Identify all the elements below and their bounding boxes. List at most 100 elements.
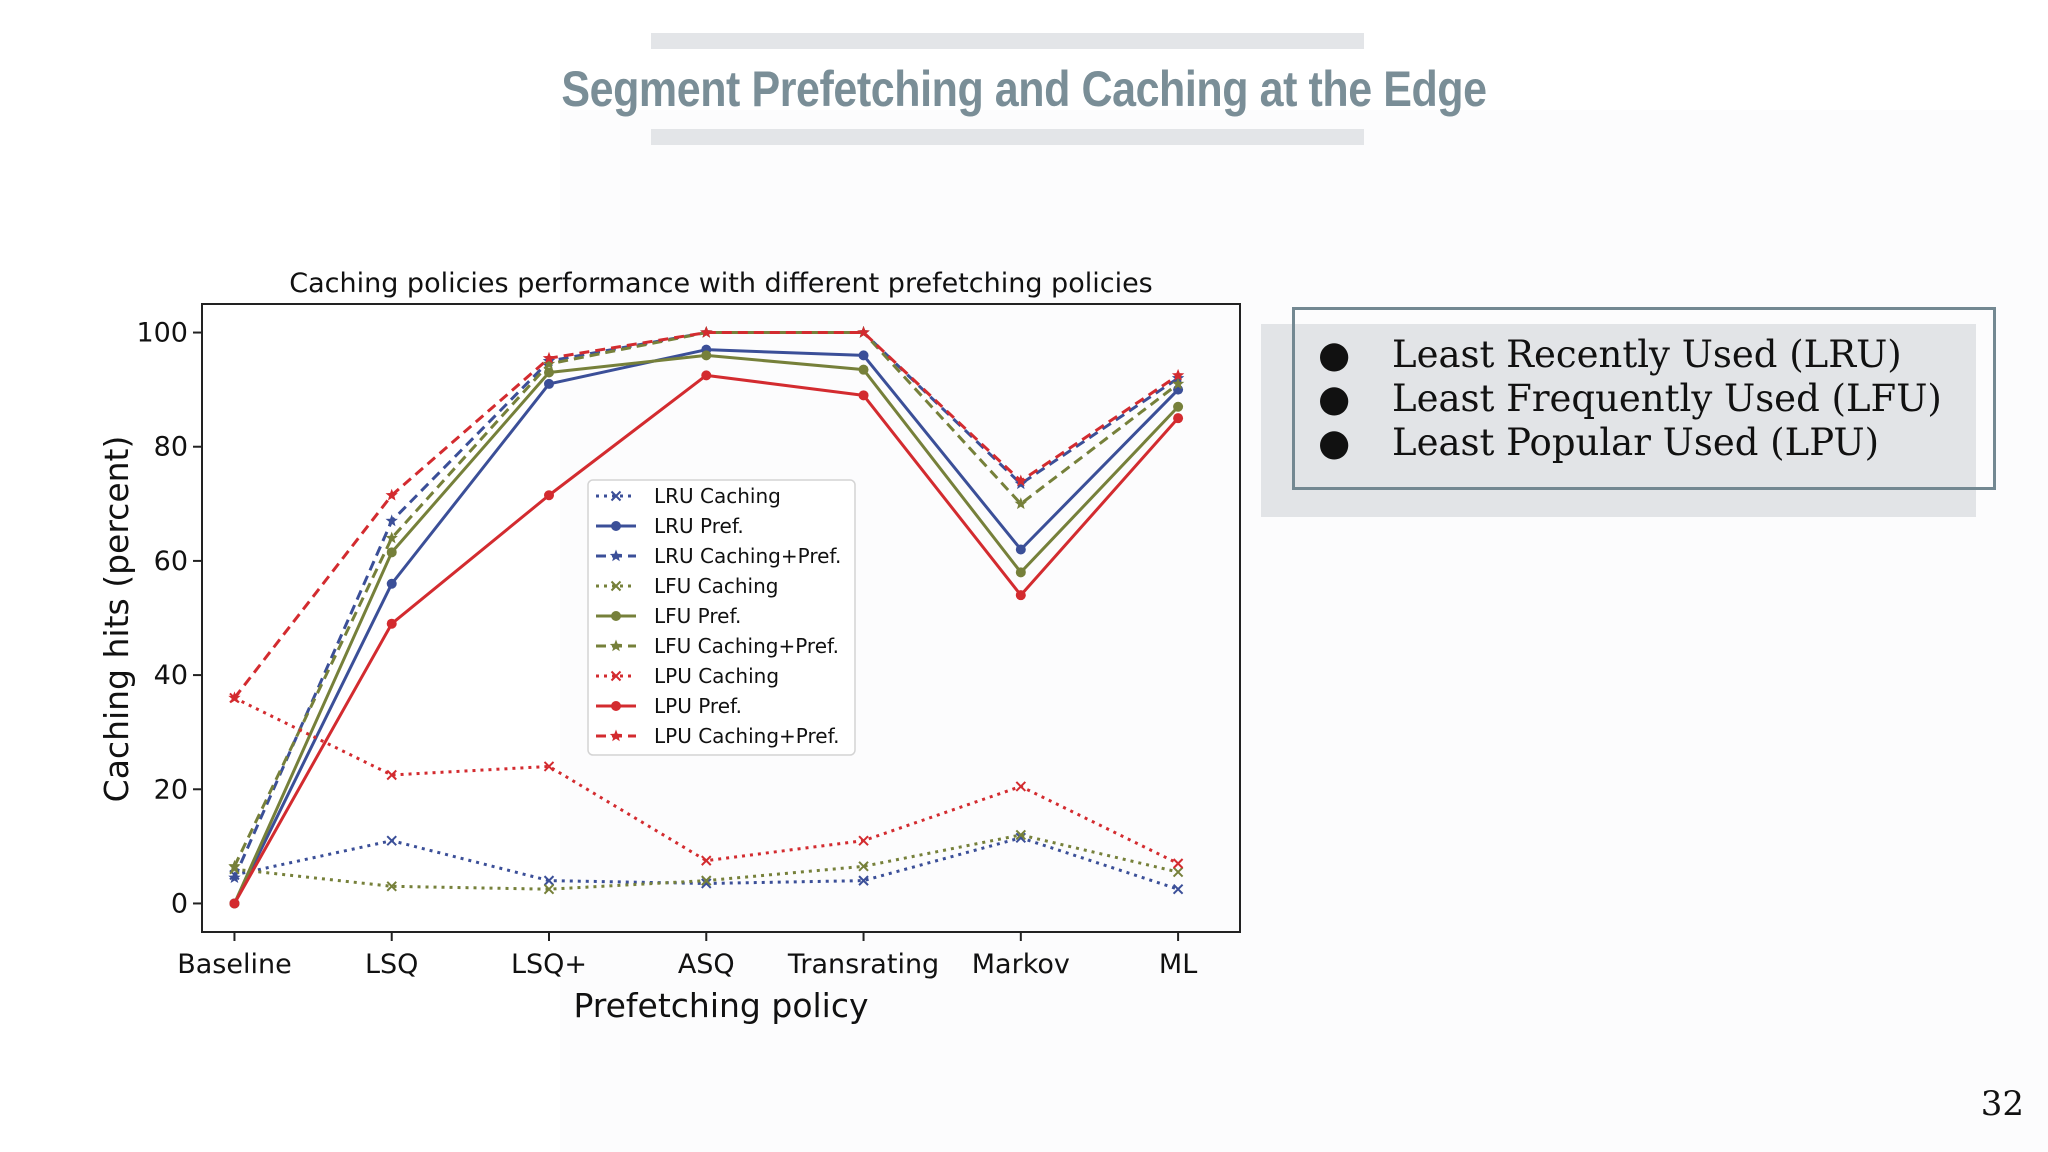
legend-item: LFU Pref. bbox=[596, 604, 741, 628]
x-tick-label: Baseline bbox=[177, 949, 291, 980]
title-bar-top bbox=[651, 33, 1364, 49]
legend-label: LPU Pref. bbox=[654, 694, 742, 718]
chart-legend: LRU Caching LRU Pref. LRU Caching+Pref. LFU… bbox=[587, 479, 856, 756]
data-point bbox=[1171, 368, 1185, 381]
data-point bbox=[385, 514, 398, 527]
data-point bbox=[858, 835, 869, 846]
series-lpu-caching-pref- bbox=[228, 326, 1185, 704]
series-lfu-caching bbox=[229, 829, 1184, 895]
data-point bbox=[386, 547, 397, 558]
data-point bbox=[701, 370, 712, 381]
x-tick-label: ASQ bbox=[678, 949, 735, 980]
data-point bbox=[229, 898, 240, 909]
legend-label: LRU Caching bbox=[654, 484, 781, 508]
data-point bbox=[1014, 474, 1027, 487]
data-point bbox=[858, 875, 869, 886]
data-point bbox=[858, 390, 869, 401]
x-tick-label: Transrating bbox=[787, 949, 939, 980]
data-point bbox=[1014, 497, 1027, 510]
policy-bullet-list: ● Least Recently Used (LRU) ● Least Freque… bbox=[1318, 333, 1942, 465]
bullet-icon: ● bbox=[1318, 421, 1351, 464]
data-point bbox=[543, 883, 555, 895]
x-tick-label: LSQ bbox=[365, 949, 418, 980]
x-tick-label: Markov bbox=[972, 949, 1070, 980]
bullet-text: Least Frequently Used (LFU) bbox=[1392, 377, 1942, 420]
data-point bbox=[542, 357, 556, 370]
data-point bbox=[543, 761, 555, 772]
data-point bbox=[385, 531, 398, 544]
plot-frame bbox=[201, 303, 1241, 933]
data-point bbox=[543, 875, 555, 886]
legend-swatch-marker bbox=[609, 549, 623, 562]
y-tick-label: 80 bbox=[154, 432, 188, 463]
data-point bbox=[386, 618, 397, 629]
legend-label: LFU Caching+Pref. bbox=[654, 634, 839, 658]
legend-label: LFU Pref. bbox=[654, 604, 741, 628]
legend-item: LPU Caching bbox=[596, 664, 779, 688]
data-point bbox=[701, 350, 712, 361]
bullet-item-lru: ● Least Recently Used (LRU) bbox=[1318, 333, 1942, 377]
data-point bbox=[701, 875, 712, 886]
data-point bbox=[386, 881, 397, 892]
data-point bbox=[858, 861, 869, 872]
x-axis-label: Prefetching policy bbox=[573, 986, 868, 1025]
data-point bbox=[544, 378, 554, 389]
legend-swatch-marker bbox=[611, 611, 621, 621]
legend-box bbox=[587, 479, 856, 756]
y-axis-label: Caching hits (percent) bbox=[97, 436, 136, 803]
legend-item: LPU Pref. bbox=[596, 694, 742, 718]
bullet-text: Least Popular Used (LPU) bbox=[1392, 421, 1880, 464]
data-point bbox=[1015, 829, 1027, 841]
data-point bbox=[700, 326, 713, 338]
chart-title: Caching policies performance with differ… bbox=[289, 268, 1153, 299]
data-point bbox=[1173, 401, 1184, 412]
data-point bbox=[385, 488, 398, 501]
data-point bbox=[858, 350, 869, 361]
data-point bbox=[701, 855, 712, 866]
y-tick-label: 0 bbox=[171, 888, 188, 919]
y-tick-label: 20 bbox=[154, 774, 188, 805]
legend-swatch-marker bbox=[611, 521, 621, 531]
data-point bbox=[228, 871, 241, 883]
data-point bbox=[544, 490, 554, 501]
data-point bbox=[1172, 866, 1184, 878]
data-point bbox=[386, 769, 397, 781]
bullet-box-shadow bbox=[1261, 324, 1976, 517]
y-tick-label: 100 bbox=[136, 318, 188, 349]
data-point bbox=[542, 351, 556, 364]
data-point bbox=[1015, 590, 1026, 601]
title-bar-bottom bbox=[651, 129, 1364, 145]
legend-item: LPU Caching+Pref. bbox=[596, 724, 840, 748]
legend-label: LPU Caching+Pref. bbox=[654, 724, 840, 748]
legend-swatch-marker bbox=[610, 490, 622, 502]
series-lpu-caching bbox=[229, 692, 1184, 869]
page-number: 32 bbox=[1980, 1084, 2024, 1124]
slide-title: Segment Prefetching and Caching at the E… bbox=[561, 61, 1487, 117]
bullet-icon: ● bbox=[1318, 333, 1351, 376]
legend-item: LRU Caching+Pref. bbox=[596, 544, 841, 568]
series-lru-caching bbox=[229, 832, 1184, 895]
data-point bbox=[1172, 858, 1184, 869]
legend-item: LFU Caching bbox=[596, 574, 778, 598]
bullet-item-lpu: ● Least Popular Used (LPU) bbox=[1318, 421, 1942, 465]
data-point bbox=[544, 367, 554, 378]
x-tick-label: ML bbox=[1159, 949, 1197, 980]
legend-item: LRU Pref. bbox=[596, 514, 744, 538]
data-point bbox=[1173, 413, 1184, 424]
legend-item: LRU Caching bbox=[596, 484, 781, 508]
legend-item: LFU Caching+Pref. bbox=[596, 634, 839, 658]
bullet-icon: ● bbox=[1318, 377, 1351, 420]
data-point bbox=[1015, 781, 1027, 792]
legend-swatch-marker bbox=[609, 729, 623, 742]
data-point bbox=[228, 859, 241, 872]
data-point bbox=[386, 578, 397, 589]
bullet-box-frame bbox=[1292, 307, 1996, 490]
x-tick-label: LSQ+ bbox=[511, 949, 587, 980]
legend-label: LRU Pref. bbox=[654, 514, 744, 538]
data-point bbox=[386, 835, 397, 846]
bullet-text: Least Recently Used (LRU) bbox=[1392, 333, 1902, 376]
legend-label: LFU Caching bbox=[654, 574, 778, 598]
legend-label: LPU Caching bbox=[654, 664, 779, 688]
series-lpu-pref- bbox=[229, 370, 1184, 909]
